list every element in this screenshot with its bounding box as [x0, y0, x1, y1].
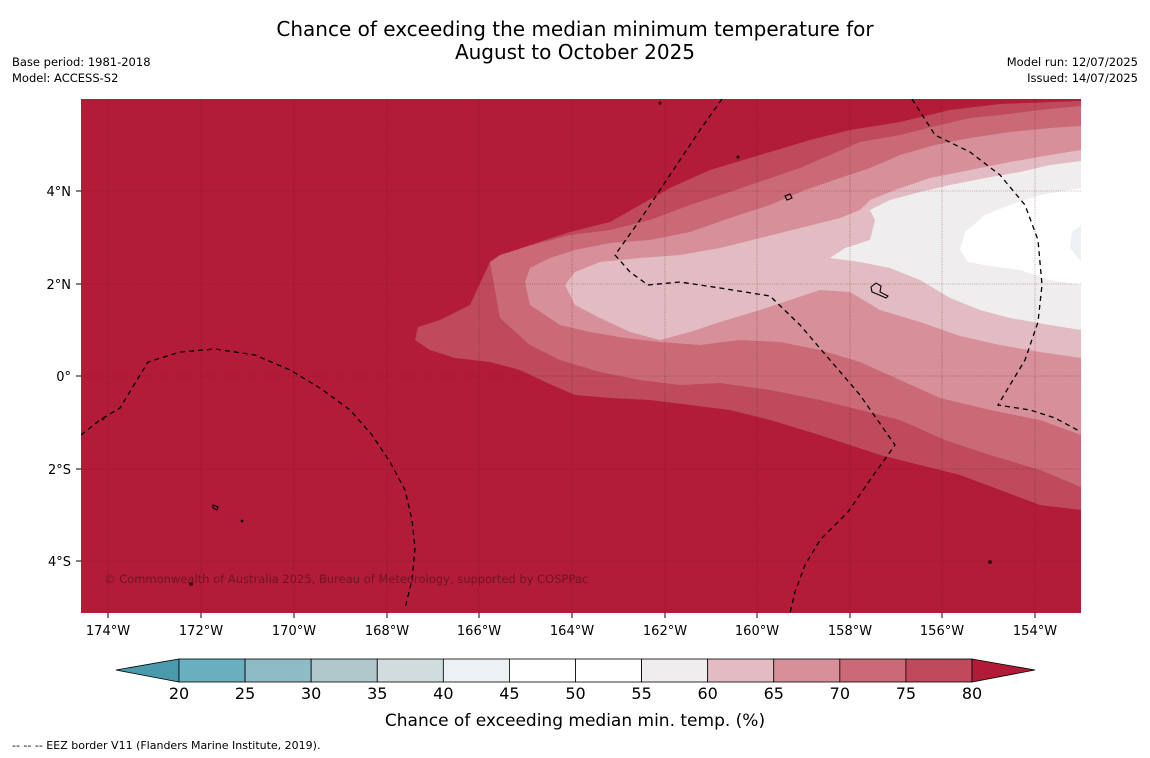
colorbar-tick-label: 65: [764, 684, 784, 703]
island-atoll-4: [736, 155, 740, 159]
model-run: Model run: 12/07/2025: [1006, 55, 1138, 69]
meta-right: Model run: 12/07/2025 Issued: 14/07/2025: [1007, 54, 1138, 86]
lon-label: 160°W: [735, 624, 779, 639]
colorbar-segment: [641, 658, 709, 683]
lon-label: 168°W: [365, 624, 409, 639]
copyright-text: © Commonwealth of Australia 2025, Bureau…: [104, 572, 588, 586]
grid-lines: [81, 99, 1081, 613]
colorbar-segment: [509, 658, 576, 683]
island-atoll-1: [212, 504, 219, 511]
lon-labels: 174°W 172°W 170°W 168°W 166°W 164°W 162°…: [86, 624, 1057, 639]
title-line-2: August to October 2025: [454, 40, 696, 64]
colorbar-segment: [839, 658, 907, 683]
colorbar-tick-label: 55: [631, 684, 651, 703]
colorbar-tick-label: 70: [830, 684, 850, 703]
lat-label: 2°S: [48, 463, 71, 478]
lon-label: 154°W: [1013, 624, 1057, 639]
colorbar-tick-label: 25: [235, 684, 255, 703]
colorbar-title: Chance of exceeding median min. temp. (%…: [385, 711, 765, 731]
island-atoll-3: [988, 560, 992, 564]
model-name: Model: ACCESS-S2: [12, 71, 119, 85]
lon-label: 156°W: [920, 624, 964, 639]
colorbar: 20 25 30 35 40 45 50 55 60 65 70 75 80 Chance of exc…: [115, 658, 1036, 731]
island-kiritimati: [870, 282, 889, 299]
lat-label: 2°N: [47, 278, 72, 293]
colorbar-tick-labels: 20 25 30 35 40 45 50 55 60 65 70 75 80: [169, 684, 982, 703]
colorbar-tick-label: 60: [697, 684, 717, 703]
eez-border-east: [911, 99, 1081, 433]
lat-label: 0°: [56, 370, 71, 385]
lon-label: 170°W: [272, 624, 316, 639]
lat-label: 4°S: [48, 555, 71, 570]
eez-border-west: [81, 348, 416, 609]
meta-left: Base period: 1981-2018 Model: ACCESS-S2: [12, 54, 151, 86]
colorbar-tick-label: 20: [169, 684, 189, 703]
colorbar-segment: [707, 658, 775, 683]
colorbar-segment: [442, 658, 510, 683]
lon-label: 166°W: [457, 624, 501, 639]
base-period: Base period: 1981-2018: [12, 55, 151, 69]
island-atoll-2: [189, 582, 193, 586]
colorbar-tick-label: 40: [433, 684, 453, 703]
title-line-1: Chance of exceeding the median minimum t…: [276, 17, 874, 41]
colorbar-segment: [376, 658, 444, 683]
lon-label: 158°W: [828, 624, 872, 639]
issued-date: Issued: 14/07/2025: [1027, 71, 1138, 85]
lat-labels: 4°N 2°N 0° 2°S 4°S: [47, 185, 72, 570]
island-jarvis: [784, 193, 793, 201]
colorbar-tick-label: 35: [367, 684, 387, 703]
lat-label: 4°N: [47, 185, 72, 200]
lon-label: 162°W: [643, 624, 687, 639]
colorbar-extend-high: [971, 658, 1036, 683]
colorbar-segment: [905, 658, 973, 683]
colorbar-segment: [244, 658, 312, 683]
lon-label: 164°W: [550, 624, 594, 639]
colorbar-tick-label: 30: [301, 684, 321, 703]
colorbar-segment: [310, 658, 378, 683]
lat-ticks: [76, 190, 81, 562]
map-panel: © Commonwealth of Australia 2025, Bureau…: [81, 99, 1081, 613]
eez-borders: [81, 99, 1081, 613]
contour-50-55: [960, 188, 1081, 285]
colorbar-extend-low: [115, 658, 180, 683]
island-atoll-5: [658, 101, 662, 105]
islands: [101, 101, 992, 586]
colorbar-segment: [178, 658, 246, 683]
colorbar-segments: [115, 658, 1036, 683]
contour-45-50: [1070, 225, 1081, 262]
island-atoll-7: [101, 417, 105, 421]
colorbar-segment: [575, 658, 642, 683]
colorbar-tick-label: 45: [499, 684, 519, 703]
colorbar-tick-label: 50: [565, 684, 585, 703]
lon-label: 172°W: [179, 624, 223, 639]
eez-legend-note: -- -- -- EEZ border V11 (Flanders Marine…: [12, 739, 321, 752]
colorbar-tick-label: 80: [962, 684, 982, 703]
lon-label: 174°W: [86, 624, 130, 639]
colorbar-segment: [773, 658, 841, 683]
eez-border-north: [614, 99, 896, 613]
lon-ticks: [107, 613, 1036, 618]
island-atoll-6: [240, 519, 244, 523]
map-title: Chance of exceeding the median minimum t…: [0, 18, 1150, 64]
colorbar-tick-label: 75: [896, 684, 916, 703]
